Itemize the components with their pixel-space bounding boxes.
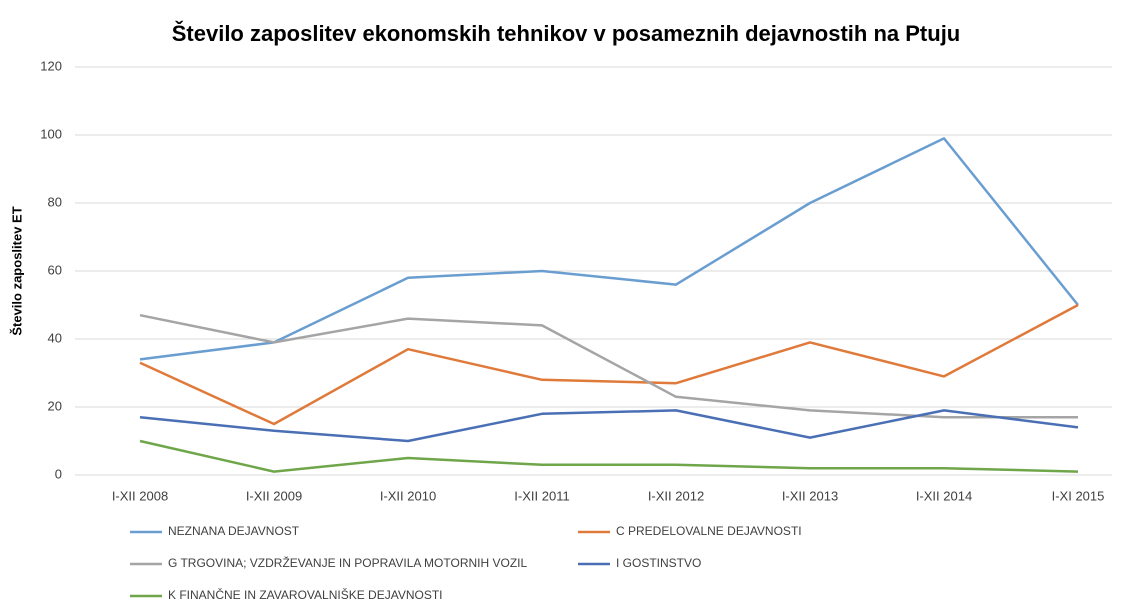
x-tick-label: I-XI 2015 (1052, 488, 1105, 503)
y-tick-label: 60 (48, 262, 62, 277)
y-tick-label: 0 (55, 466, 62, 481)
x-tick-label: I-XII 2010 (380, 488, 436, 503)
y-tick-label: 80 (48, 194, 62, 209)
x-tick-label: I-XII 2013 (782, 488, 838, 503)
series-line (139, 313, 1078, 419)
legend-label: K FINANČNE IN ZAVAROVALNIŠKE DEJAVNOSTI (168, 587, 443, 601)
y-axis-label: Število zaposlitev ET (9, 206, 24, 335)
y-tick-label: 20 (48, 398, 62, 413)
chart-title: Število zaposlitev ekonomskih tehnikov v… (172, 21, 961, 46)
series-line (139, 137, 1079, 361)
y-tick-label: 40 (48, 330, 62, 345)
x-tick-label: I-XII 2014 (916, 488, 972, 503)
x-tick-label: I-XII 2012 (648, 488, 704, 503)
x-tick-label: I-XII 2011 (514, 488, 569, 503)
x-tick-label: I-XII 2009 (246, 488, 302, 503)
y-tick-label: 100 (40, 126, 62, 141)
legend-label: NEZNANA DEJAVNOST (168, 524, 300, 538)
series-line (139, 409, 1079, 443)
legend-label: I GOSTINSTVO (616, 556, 701, 570)
y-tick-label: 120 (40, 58, 62, 73)
legend-label: G TRGOVINA; VZDRŽEVANJE IN POPRAVILA MOT… (168, 555, 528, 570)
series-line (139, 303, 1079, 426)
x-tick-label: I-XII 2008 (112, 488, 168, 503)
series-line (139, 439, 1079, 473)
legend-label: C PREDELOVALNE DEJAVNOSTI (616, 524, 802, 538)
